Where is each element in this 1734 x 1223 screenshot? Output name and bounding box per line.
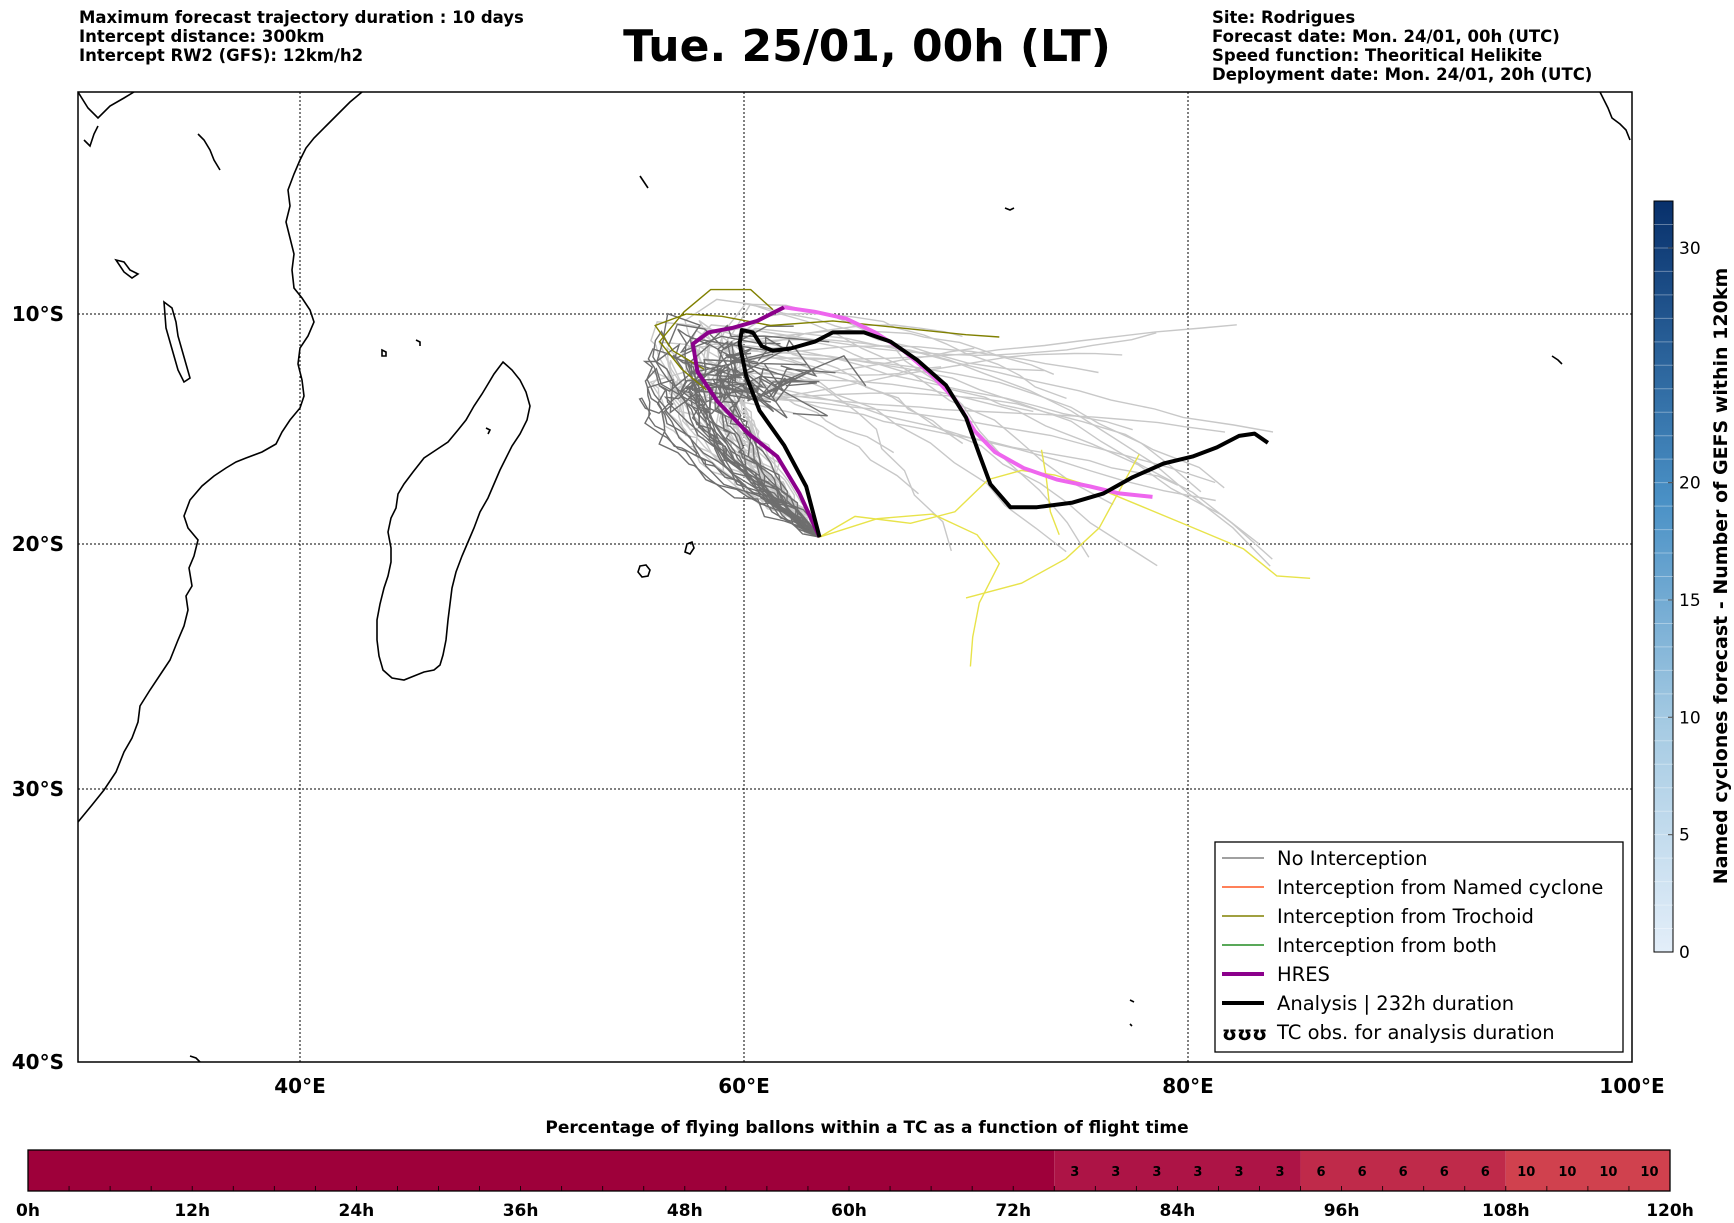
ensemble-trajectory	[716, 338, 821, 538]
kenya-coast-islets	[197, 133, 221, 171]
map-gridlines	[78, 92, 1632, 1062]
pemba-island	[163, 300, 191, 384]
header-right-line-1: Site: Rodrigues	[1212, 8, 1356, 27]
colorbar-tick-label: 20	[1679, 474, 1701, 494]
ensemble-trajectory	[685, 352, 820, 538]
colorbar-tick-label: 0	[1679, 943, 1690, 963]
legend-label: HRES	[1277, 963, 1330, 986]
southwest-coastline-bit	[189, 1055, 201, 1062]
ensemble-trajectory	[736, 312, 1067, 538]
lon-tick-label: 60°E	[718, 1074, 770, 1098]
seychelles-island-2	[1004, 207, 1015, 211]
header-right-line-3: Speed function: Theoritical Helikite	[1212, 46, 1543, 65]
trajectories	[638, 288, 1311, 667]
legend-label: Interception from both	[1277, 934, 1497, 957]
header-left-line-3: Intercept RW2 (GFS): 12km/h2	[79, 46, 364, 65]
mauritius-island	[684, 540, 695, 555]
header-left-line-2: Intercept distance: 300km	[79, 27, 325, 46]
ensemble-trajectory	[644, 367, 820, 538]
colorbar-tick-label: 30	[1679, 239, 1701, 259]
legend-symbol: ʊʊʊ	[1222, 1022, 1267, 1045]
ensemble-trajectory	[648, 370, 1216, 538]
lat-tick-label: 30°S	[12, 777, 64, 801]
lon-tick-label: 100°E	[1599, 1074, 1664, 1098]
trochoid-track	[1040, 449, 1060, 536]
africa-coastline	[78, 92, 363, 823]
seychelles-island-1	[639, 175, 649, 189]
rodrigues-lagoon	[1129, 999, 1135, 1003]
map-axis-labels: 40°E 60°E 80°E 100°E 10°S 20°S 30°S 40°S	[12, 302, 1665, 1098]
trochoid-track	[819, 513, 1001, 667]
africa-north-coast	[78, 92, 135, 120]
colorbar: 0 5 10 15 20 30 Named cyclones forecast - Num…	[1653, 200, 1732, 963]
legend: No Interception Interception from Named c…	[1214, 841, 1624, 1053]
analysis-trajectory	[737, 328, 1270, 538]
legend-label: No Interception	[1277, 847, 1428, 870]
ensemble-trajectory	[684, 369, 820, 538]
colorbar-ticks: 0 5 10 15 20 30	[1654, 223, 1701, 963]
reunion-island	[637, 564, 651, 578]
lon-tick-label: 40°E	[274, 1074, 326, 1098]
ensemble-trajectory	[677, 324, 830, 538]
trochoid-interception-track	[658, 288, 774, 391]
header-right-line-2: Forecast date: Mon. 24/01, 00h (UTC)	[1212, 27, 1560, 46]
trochoid-interception-track	[654, 313, 1000, 370]
coastlines	[78, 92, 1631, 1062]
trochoid-track	[965, 453, 1140, 599]
comoros-island-1	[381, 348, 387, 357]
header-left-line-1: Maximum forecast trajectory duration : 1…	[79, 8, 524, 27]
mozambique-channel-islet-1	[114, 258, 140, 279]
madagascar-coastline	[376, 360, 531, 681]
colorbar-tick-label: 15	[1679, 591, 1701, 611]
ensemble-trajectory	[714, 368, 820, 538]
legend-frame	[1214, 841, 1624, 1053]
colorbar-tick-label: 5	[1679, 826, 1690, 846]
north-coast-islets	[83, 125, 99, 148]
amsterdam-island	[1129, 1023, 1133, 1027]
legend-label: Interception from Named cyclone	[1277, 876, 1603, 899]
trochoid-track	[819, 469, 1311, 579]
legend-label: TC obs. for analysis duration	[1276, 1021, 1555, 1044]
hres-trajectory	[690, 305, 822, 538]
colorbar-fill	[1653, 200, 1674, 953]
percentage-bar-title: Percentage of flying ballons within a TC…	[545, 1118, 1189, 1138]
ensemble-trajectory	[719, 355, 867, 538]
legend-label: Interception from Trochoid	[1277, 905, 1534, 928]
lat-tick-label: 20°S	[12, 532, 64, 556]
chagos-island-1	[1551, 355, 1563, 365]
maldives-islands	[1599, 92, 1631, 141]
lon-tick-label: 80°E	[1162, 1074, 1214, 1098]
colorbar-tick-label: 10	[1679, 708, 1701, 728]
lat-tick-label: 10°S	[12, 302, 64, 326]
legend-items: No Interception Interception from Named c…	[1222, 847, 1603, 1045]
comoros-island-2	[415, 339, 421, 346]
ensemble-trajectory	[688, 372, 820, 538]
legend-label: Analysis | 232h duration	[1277, 992, 1514, 1015]
lat-tick-label: 40°S	[12, 1050, 64, 1074]
colorbar-label: Named cyclones forecast - Number of GEFS…	[1710, 268, 1732, 885]
ensemble-trajectory	[726, 303, 1090, 558]
madagascar-east-islet	[485, 427, 492, 435]
page-title: Tue. 25/01, 00h (LT)	[623, 21, 1111, 72]
map-frame	[77, 91, 1633, 1063]
header-right-line-4: Deployment date: Mon. 24/01, 20h (UTC)	[1212, 65, 1593, 84]
